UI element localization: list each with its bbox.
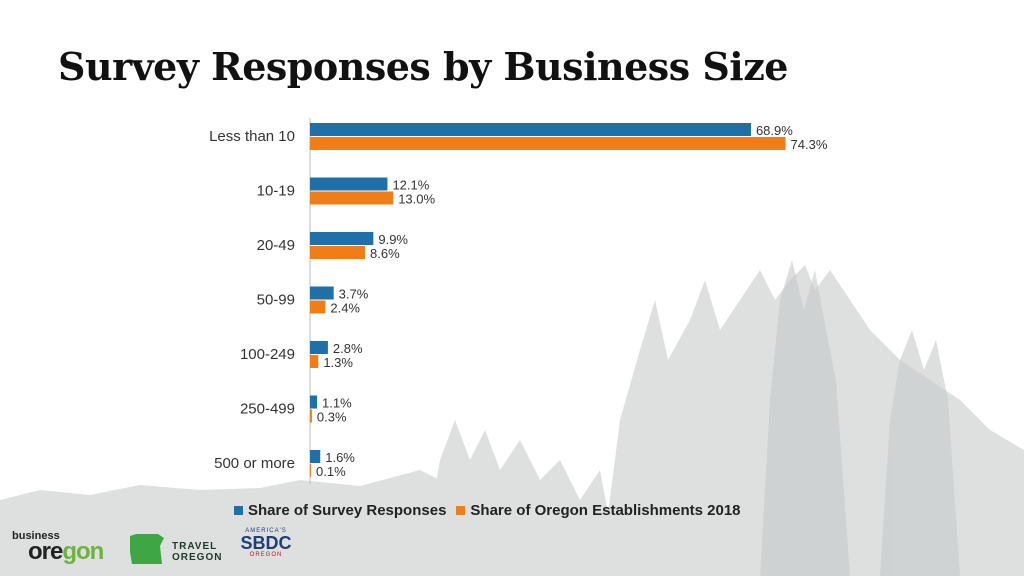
data-label: 8.6% — [370, 246, 400, 261]
bar-survey-responses — [310, 177, 388, 191]
bar-oregon-establishments — [310, 191, 394, 205]
legend-item-survey: Share of Survey Responses — [234, 502, 446, 519]
data-label: 1.6% — [325, 450, 355, 465]
bar-survey-responses — [310, 123, 751, 136]
category-label: 100-249 — [240, 346, 295, 363]
legend-item-establishments: Share of Oregon Establishments 2018 — [456, 502, 741, 519]
data-label: 12.1% — [392, 178, 429, 193]
bar-oregon-establishments — [310, 137, 786, 150]
category-label: Less than 10 — [209, 128, 295, 145]
category-label: 500 or more — [214, 455, 295, 472]
data-label: 0.1% — [316, 464, 346, 479]
category-label: 50-99 — [257, 292, 295, 309]
chart-legend: Share of Survey Responses Share of Orego… — [234, 502, 741, 519]
business-oregon-logo-small: business — [12, 530, 60, 542]
data-label: 68.9% — [756, 123, 793, 138]
data-label: 9.9% — [378, 232, 408, 247]
oregon-state-icon — [130, 534, 164, 564]
legend-swatch-establishments — [456, 506, 466, 515]
legend-label-survey: Share of Survey Responses — [248, 502, 447, 519]
data-label: 2.4% — [330, 301, 360, 316]
sbdc-logo: AMERICA'S SBDC OREGON — [240, 528, 292, 558]
travel-oregon-text: TRAVEL OREGON — [172, 541, 223, 563]
bar-survey-responses — [310, 450, 321, 463]
data-label: 13.0% — [398, 192, 435, 207]
bar-survey-responses — [310, 232, 374, 245]
bar-oregon-establishments — [310, 355, 319, 368]
business-oregon-logo-big: oregon — [28, 538, 104, 565]
category-label: 20-49 — [257, 237, 295, 254]
bar-oregon-establishments — [310, 246, 366, 259]
legend-label-establishments: Share of Oregon Establishments 2018 — [470, 502, 741, 519]
data-label: 1.1% — [322, 396, 352, 411]
data-label: 74.3% — [791, 137, 828, 152]
legend-swatch-survey — [234, 506, 243, 515]
bar-survey-responses — [310, 395, 318, 409]
data-label: 2.8% — [333, 341, 363, 356]
data-label: 1.3% — [323, 355, 353, 370]
data-label: 0.3% — [317, 410, 347, 425]
slide-title: Survey Responses by Business Size — [58, 44, 788, 89]
bar-survey-responses — [310, 286, 334, 300]
bar-survey-responses — [310, 341, 328, 354]
travel-oregon-logo: TRAVEL OREGON — [128, 532, 238, 568]
bar-oregon-establishments — [310, 300, 326, 314]
data-label: 3.7% — [339, 287, 369, 302]
bar-oregon-establishments — [310, 464, 311, 477]
category-label: 250-499 — [240, 401, 295, 418]
business-oregon-logo: business oregon — [10, 530, 120, 570]
category-label: 10-19 — [257, 183, 295, 200]
bar-oregon-establishments — [310, 409, 312, 423]
